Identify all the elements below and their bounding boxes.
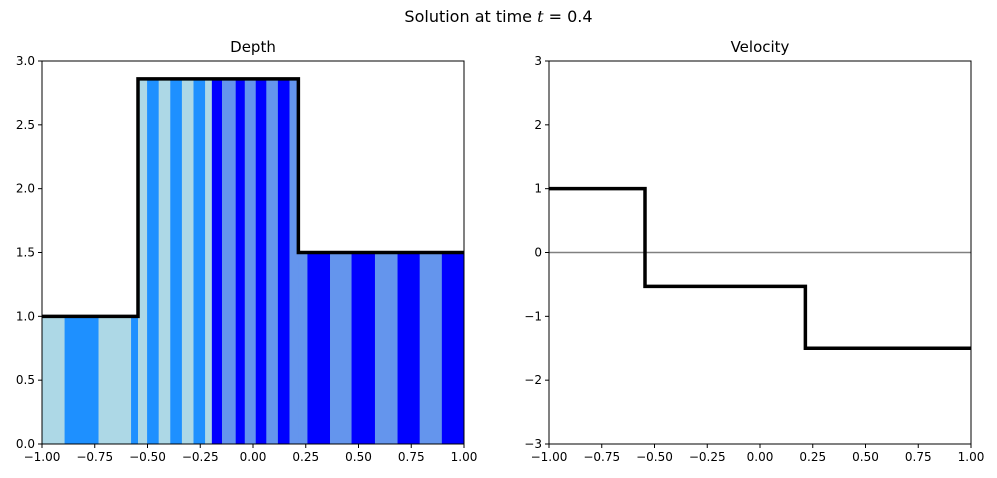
velocity-ytick-label: −3 xyxy=(524,437,542,451)
depth-stripe xyxy=(255,78,267,444)
velocity-ytick-label: 2 xyxy=(534,118,542,132)
velocity-xtick-label: −1.00 xyxy=(531,450,568,464)
depth-xtick-label: 0.75 xyxy=(398,450,425,464)
depth-stripe xyxy=(298,252,308,444)
velocity-panel-title: Velocity xyxy=(731,38,790,56)
velocity-series-line xyxy=(549,186,971,350)
depth-xtick-label: 0.50 xyxy=(345,450,372,464)
depth-stripe xyxy=(42,316,65,444)
velocity-ytick-label: −1 xyxy=(524,309,542,323)
depth-stripe xyxy=(330,252,352,444)
depth-panel-title: Depth xyxy=(230,38,276,56)
depth-panel: −1.00 −0.75 −0.50 −0.25 0.00 0.25 0.50 0.75 1.00… xyxy=(16,38,477,464)
depth-ytick-label: 1.5 xyxy=(16,246,35,260)
depth-stripe xyxy=(289,78,299,444)
figure-title-prefix: Solution at time xyxy=(404,7,538,26)
velocity-panel: −1.00 −0.75 −0.50 −0.25 0.00 0.25 0.50 0.75 1.00… xyxy=(524,38,984,464)
depth-stripe xyxy=(351,252,376,444)
figure-title-var: t xyxy=(537,7,544,26)
depth-xtick-label: 1.00 xyxy=(451,450,478,464)
depth-stripe xyxy=(98,316,132,444)
depth-xtick-label: −0.75 xyxy=(76,450,113,464)
depth-stripe xyxy=(158,78,171,444)
depth-stripe xyxy=(193,78,206,444)
depth-stripe xyxy=(221,78,236,444)
depth-xtick-label: −0.25 xyxy=(182,450,219,464)
velocity-xtick-label: −0.25 xyxy=(689,450,726,464)
depth-ytick-label: 2.0 xyxy=(16,182,35,196)
velocity-xtick-label: 1.00 xyxy=(958,450,985,464)
depth-stripe xyxy=(138,78,148,444)
figure-title: Solution at time t = 0.4 xyxy=(0,7,997,26)
velocity-ytick-label: 0 xyxy=(534,246,542,260)
velocity-ytick-label: 3 xyxy=(534,54,542,68)
velocity-ytick-label: −2 xyxy=(524,373,542,387)
depth-stripe xyxy=(441,252,464,444)
depth-stripe xyxy=(277,78,290,444)
depth-stripe xyxy=(170,78,183,444)
depth-ytick-label: 2.5 xyxy=(16,118,35,132)
velocity-xtick-label: 0.75 xyxy=(905,450,932,464)
depth-stripe xyxy=(419,252,443,444)
velocity-ytick-label: 1 xyxy=(534,182,542,196)
velocity-xtick-label: −0.50 xyxy=(636,450,673,464)
depth-stripe xyxy=(307,252,331,444)
depth-ytick-label: 1.0 xyxy=(16,309,35,323)
depth-stripe xyxy=(205,78,213,444)
depth-xtick-label: 0.25 xyxy=(292,450,319,464)
velocity-xtick-label: 0.25 xyxy=(799,450,826,464)
depth-xtick-label: 0.00 xyxy=(240,450,267,464)
depth-stripe xyxy=(131,316,139,444)
depth-stripe xyxy=(235,78,246,444)
depth-ytick-label: 0.5 xyxy=(16,373,35,387)
depth-stripe xyxy=(266,78,279,444)
velocity-xtick-label: −0.75 xyxy=(583,450,620,464)
depth-stripe xyxy=(244,78,257,444)
depth-stripe xyxy=(374,252,398,444)
depth-xtick-label: −0.50 xyxy=(129,450,166,464)
velocity-plot-area xyxy=(549,186,971,350)
depth-xtick-label: −1.00 xyxy=(24,450,61,464)
depth-stripe xyxy=(64,316,99,444)
depth-ytick-label: 0.0 xyxy=(16,437,35,451)
velocity-xtick-label: 0.50 xyxy=(852,450,879,464)
figure-title-eq: = 0.4 xyxy=(543,7,593,26)
depth-plot-area xyxy=(42,77,464,444)
depth-stripe xyxy=(397,252,420,444)
depth-series-line xyxy=(42,77,464,319)
depth-stripe xyxy=(211,78,223,444)
velocity-xtick-label: 0.00 xyxy=(747,450,774,464)
depth-ytick-label: 3.0 xyxy=(16,54,35,68)
depth-stripe xyxy=(181,78,194,444)
depth-stripe xyxy=(147,78,159,444)
